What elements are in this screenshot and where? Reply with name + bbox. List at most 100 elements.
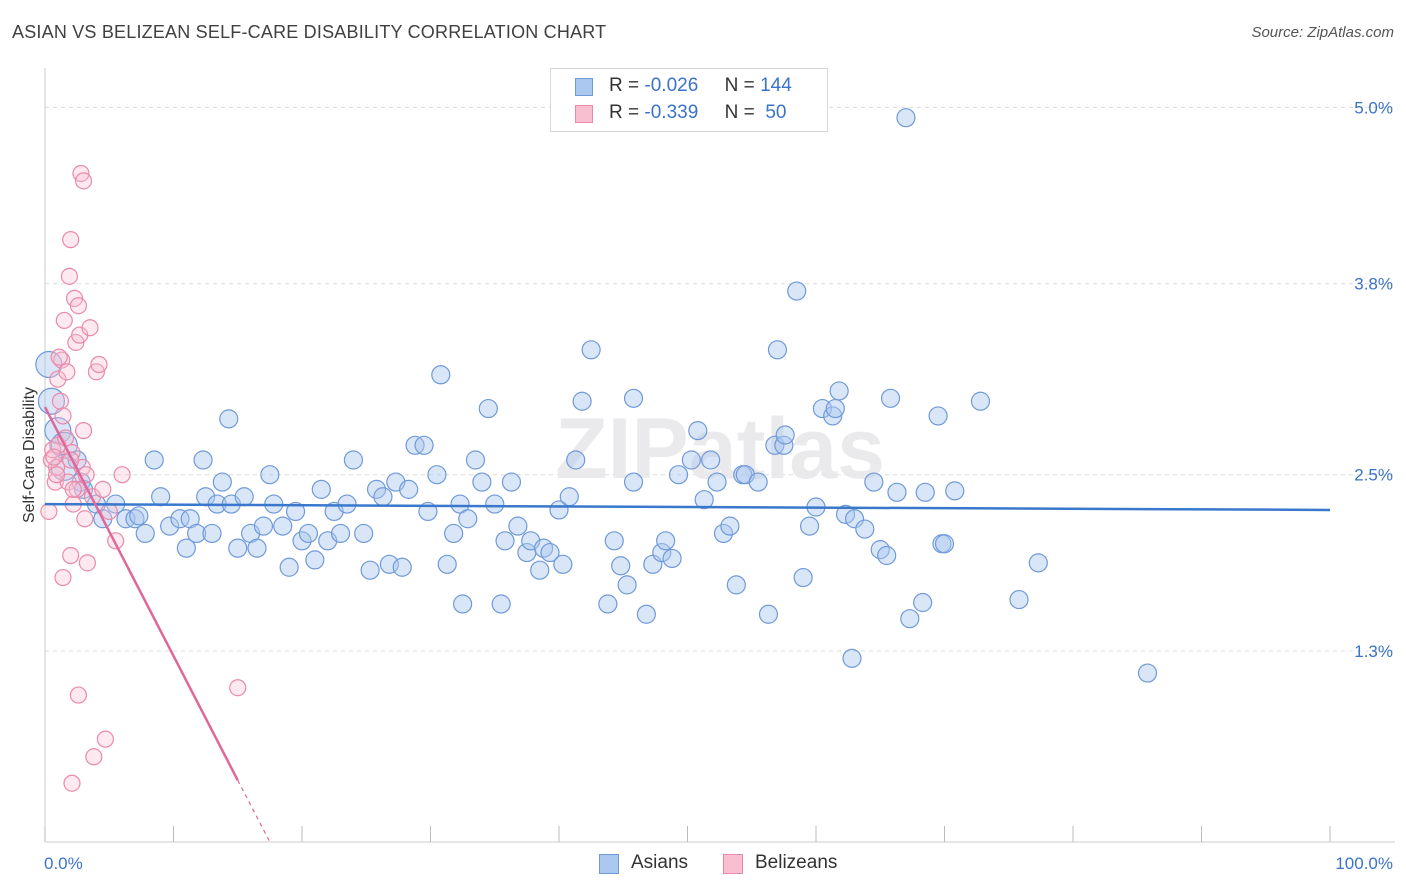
asian-point [775,425,795,445]
belizeans-trend-line [43,406,239,781]
asian-point [1137,663,1158,683]
asian-point [652,542,672,563]
asian-point [530,560,550,580]
asian-point [748,472,768,492]
belizean-point [78,554,97,572]
belizeans-legend-swatch [723,854,743,874]
asian-point [373,487,393,507]
belizean-point [100,502,118,521]
belizean-point [47,458,66,476]
asian-point [1009,589,1029,610]
asian-point [431,365,451,385]
asian-point [799,516,820,536]
asian-point [707,472,727,492]
asian-point [945,481,965,501]
belizean-point [69,686,88,704]
asian-point [681,450,701,470]
asian-point [934,534,955,554]
asians-trend-line [44,502,1331,512]
asian-point [495,531,515,551]
y-tick-label: 1.3% [1354,642,1393,661]
belizean-point [229,679,247,697]
belizean-point [96,730,114,748]
asian-point [212,472,232,492]
asian-point [399,479,419,499]
belizean-point [68,480,86,498]
asian-point [855,519,875,539]
asian-point [260,465,280,485]
asian-point [279,557,299,577]
belizean-point [74,422,93,440]
belizean-point [50,348,68,366]
asian-point [330,523,351,544]
asian-point [864,472,884,492]
asian-point [458,509,478,529]
asian-point [202,523,222,544]
x-tick-label: 0.0% [44,854,83,873]
r-label: R = [609,102,640,123]
r-value: -0.026 [644,75,699,96]
asian-point [656,531,676,551]
asian-point [823,406,843,426]
asian-point [835,504,856,524]
asian-point [913,592,933,613]
asian-point [774,435,794,455]
asian-point [444,523,464,544]
asian-point [234,487,254,507]
asian-point [144,450,164,470]
asian-point [273,516,293,536]
asian-point [915,482,935,502]
asian-point [877,545,897,566]
asian-point [767,340,788,360]
asian-point [135,523,155,544]
asian-point [343,450,363,470]
asian-point [900,609,920,629]
gridlines [45,106,1395,652]
asian-point [726,575,746,595]
asian-point [581,340,601,360]
asian-point [414,435,434,455]
asian-point [305,550,325,570]
asian-point [485,494,505,514]
asian-point [623,388,644,408]
belizean-point [55,311,73,330]
watermark: ZIPatlas [555,401,885,497]
asian-point [337,494,357,514]
asian-point [176,538,196,558]
n-value: 144 [760,75,792,96]
asian-point [478,398,498,419]
asian-point [170,509,190,529]
asian-point [636,604,656,624]
chart-title: ASIAN VS BELIZEAN SELF-CARE DISABILITY C… [12,22,607,42]
legend-label-asians: Asians [631,852,689,873]
asian-point [540,542,560,563]
asians-swatch [575,78,593,96]
belizeans-trend-extension [237,780,271,843]
n-value: 50 [765,102,787,123]
belizean-point [58,363,76,381]
r-value: -0.339 [644,102,699,123]
asian-point [187,523,207,544]
belizean-point [69,297,88,315]
asian-point [566,450,586,470]
asian-point [720,516,740,536]
asian-point [842,648,862,668]
asian-point [427,465,447,485]
asian-point [311,479,331,499]
asian-point [465,450,486,470]
asian-point [151,487,171,507]
belizeans-swatch [575,105,593,123]
asian-point [825,398,845,419]
asian-point [292,531,312,551]
asian-point [298,523,319,544]
asian-point [285,501,306,522]
asian-point [701,450,721,470]
y-tick-label: 5.0% [1354,98,1393,117]
asian-point [1028,553,1048,573]
belizean-point [62,231,80,249]
belizean-point [51,392,70,410]
asian-point [617,575,637,595]
belizean-point [90,355,108,374]
asian-point [247,538,267,558]
